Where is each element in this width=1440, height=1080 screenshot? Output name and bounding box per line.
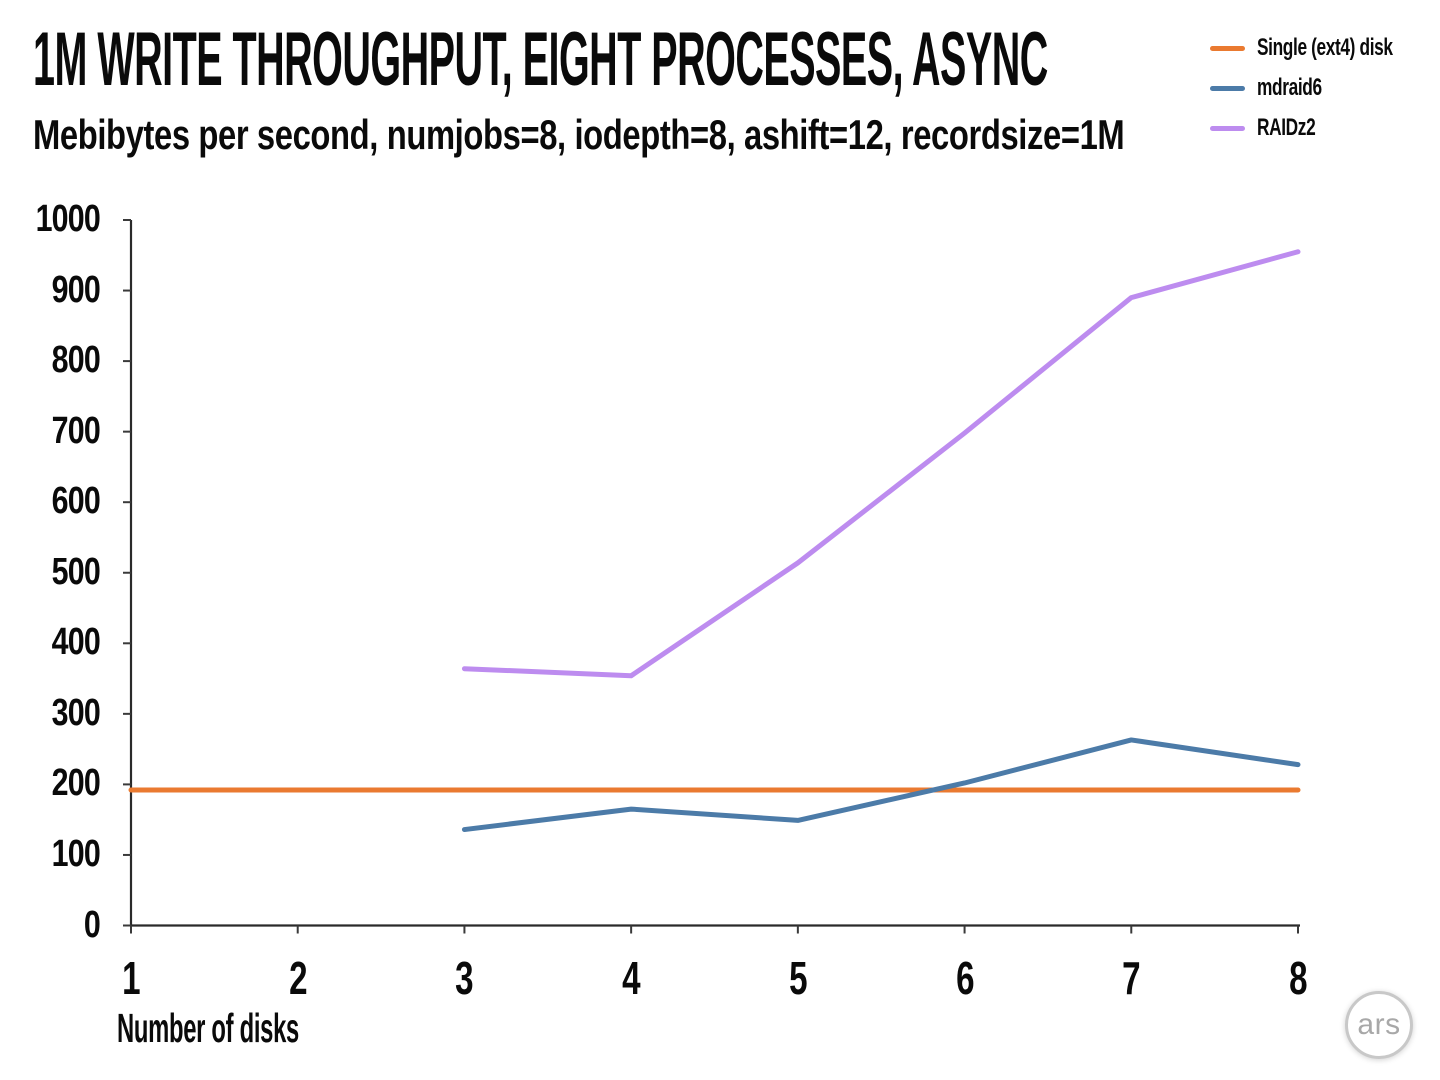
x-tick-label: 2 (288, 951, 307, 1004)
y-tick-label: 0 (83, 903, 101, 946)
y-tick-label: 300 (51, 692, 101, 735)
ars-logo: ars (1345, 991, 1413, 1059)
y-tick-label: 600 (51, 480, 101, 523)
chart-subtitle: Mebibytes per second, numjobs=8, iodepth… (33, 111, 1125, 158)
series-line-mdraid6 (461, 737, 1301, 833)
x-tick-label: 8 (1289, 951, 1307, 1004)
legend: Single (ext4) disk mdraid6 RAIDz2 (1210, 28, 1440, 148)
axes-lines (129, 220, 1300, 927)
legend-row-raidz2: RAIDz2 (1210, 108, 1440, 148)
y-tick-label: 100 (51, 833, 101, 876)
y-tick-label: 200 (51, 762, 101, 805)
y-tick-label: 400 (51, 621, 101, 664)
x-tick-label: 4 (622, 951, 640, 1004)
x-tick-label: 6 (955, 951, 974, 1004)
legend-dash-icon (1210, 125, 1245, 131)
x-tick-label: 1 (122, 951, 140, 1004)
legend-label: RAIDz2 (1257, 114, 1316, 141)
y-tick-label: 800 (51, 339, 101, 382)
legend-label: Single (ext4) disk (1257, 34, 1393, 61)
legend-dash-icon (1210, 85, 1245, 91)
y-tick-label: 500 (51, 550, 101, 593)
y-tick-label: 700 (51, 409, 101, 452)
x-tick-label: 3 (455, 951, 474, 1004)
legend-label: mdraid6 (1257, 74, 1322, 101)
legend-row-single-ext4-disk: Single (ext4) disk (1210, 28, 1440, 68)
y-tick-label: 900 (51, 268, 101, 311)
legend-row-mdraid6: mdraid6 (1210, 68, 1440, 108)
chart-title: 1M WRITE THROUGHPUT, EIGHT PROCESSES, AS… (33, 17, 1048, 102)
legend-dash-icon (1210, 45, 1245, 51)
x-tick-label: 7 (1122, 951, 1141, 1004)
x-axis-title: Number of disks (117, 1005, 299, 1051)
ars-logo-text: ars (1357, 1008, 1401, 1041)
series-line-raidz2 (461, 249, 1301, 679)
x-tick-label: 5 (788, 951, 807, 1004)
y-tick-label: 1000 (35, 198, 101, 241)
